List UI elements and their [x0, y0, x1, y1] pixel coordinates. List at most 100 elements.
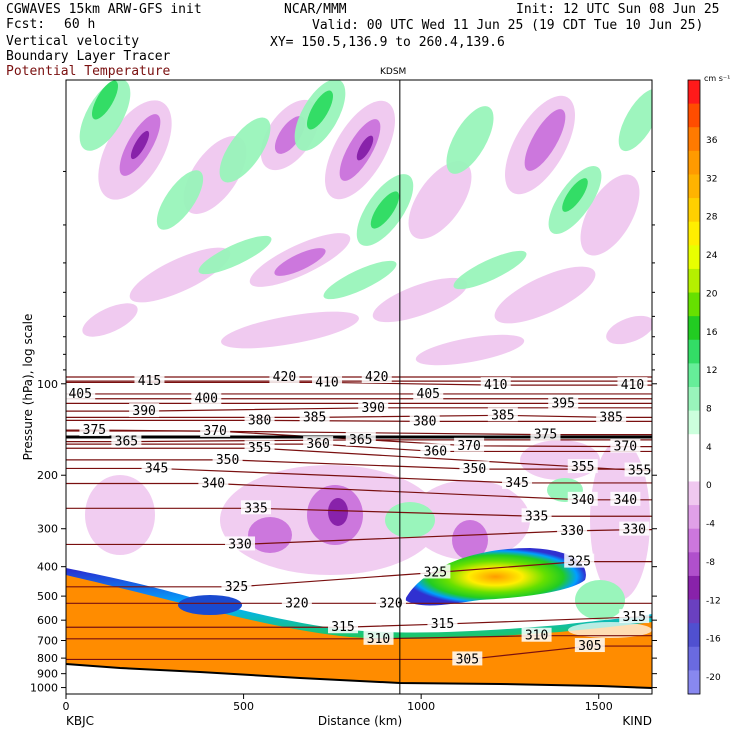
- theta-contour: [66, 459, 652, 470]
- colorbar-label: -8: [706, 558, 715, 568]
- theta-label: 365: [349, 433, 372, 448]
- theta-label-bg: [191, 390, 222, 405]
- y-tick-label: 500: [37, 590, 58, 603]
- y-tick-label: 800: [37, 652, 58, 665]
- colorbar-swatch: [688, 410, 700, 435]
- theta-label-bg: [596, 409, 627, 424]
- theta-label-bg: [567, 459, 598, 474]
- init-time: Init: 12 UTC Sun 08 Jun 25: [516, 2, 720, 17]
- theta-label: 365: [115, 435, 138, 450]
- theta-label-bg: [624, 462, 655, 477]
- theta-label-bg: [299, 409, 330, 424]
- theta-label: 385: [599, 410, 622, 425]
- colorbar-swatch: [688, 198, 700, 223]
- theta-label-bg: [200, 422, 231, 437]
- colorbar-swatch: [688, 575, 700, 601]
- colorbar-swatch: [688, 127, 700, 152]
- theta-label-bg: [454, 437, 485, 452]
- theta-label: 415: [138, 374, 161, 389]
- y-tick-label: 400: [37, 561, 58, 574]
- theta-label-bg: [328, 619, 359, 634]
- theta-label-bg: [244, 412, 275, 427]
- theta-label-bg: [617, 377, 648, 392]
- theta-label-bg: [480, 377, 511, 392]
- y-tick-label: 700: [37, 635, 58, 648]
- valid-time: Valid: 00 UTC Wed 11 Jun 25 (19 CDT Tue …: [312, 18, 704, 33]
- vertical-velocity-mid-field: [85, 440, 650, 620]
- theta-label-bg: [521, 508, 552, 523]
- theta-label: 310: [367, 632, 390, 647]
- theta-label-bg: [345, 431, 376, 446]
- theta-label: 360: [306, 437, 329, 452]
- colorbar-swatch: [688, 505, 700, 530]
- theta-label: 305: [456, 652, 479, 667]
- theta-label-bg: [452, 651, 483, 666]
- y-tick-label: 1000: [30, 682, 58, 695]
- theta-label-bg: [141, 460, 172, 475]
- end-station-label: KIND: [622, 714, 652, 728]
- theta-label: 375: [534, 428, 557, 443]
- theta-label: 395: [551, 396, 574, 411]
- theta-label-bg: [557, 522, 588, 537]
- theta-label-bg: [548, 395, 579, 410]
- colorbar-swatch: [688, 599, 700, 624]
- theta-label-bg: [530, 426, 561, 441]
- colorbar-label: -20: [706, 673, 721, 683]
- theta-label-bg: [574, 638, 605, 653]
- boundary-layer-tracer: [66, 548, 652, 694]
- colorbar-label: -16: [706, 635, 721, 645]
- theta-label-bg: [502, 474, 533, 489]
- theta-label-bg: [375, 595, 406, 610]
- theta-label: 330: [623, 523, 646, 538]
- theta-label-bg: [564, 553, 595, 568]
- theta-label: 315: [331, 620, 354, 635]
- theta-label: 405: [68, 387, 91, 402]
- theta-label-bg: [459, 461, 490, 476]
- colorbar-label: 16: [706, 328, 718, 338]
- theta-label-bg: [413, 385, 444, 400]
- colorbar-label: 0: [706, 481, 712, 491]
- theta-contour: [66, 635, 652, 640]
- start-station-label: KBJC: [66, 714, 94, 728]
- colorbar-label: 20: [706, 289, 718, 299]
- theta-label-group: 405 415 420 410 420 405 410 410 400 390 390 395 380 3…: [65, 369, 655, 667]
- theta-label-bg: [281, 595, 312, 610]
- theta-label: 320: [285, 596, 308, 611]
- theta-label-bg: [363, 630, 394, 645]
- theta-label-bg: [409, 413, 440, 428]
- colorbar-frame: [687, 79, 701, 695]
- colorbar: 36 32 28 24 20 16 12 8 4 0 -4 -8 -12 -16 -20: [687, 79, 721, 695]
- colorbar-swatch: [688, 434, 700, 459]
- theta-label: 385: [491, 408, 514, 423]
- theta-label: 370: [614, 440, 637, 455]
- theta-label-bg: [65, 385, 96, 400]
- colorbar-swatch: [688, 552, 700, 577]
- theta-label: 330: [560, 524, 583, 539]
- theta-label: 350: [216, 453, 239, 468]
- theta-label-bg: [427, 616, 458, 631]
- x-tick-label: 1500: [585, 700, 613, 713]
- colorbar-swatch: [688, 316, 700, 341]
- theta-label-bg: [619, 609, 650, 624]
- theta-label-bg: [129, 403, 160, 418]
- theta-label: 305: [578, 639, 601, 654]
- colorbar-swatch: [688, 670, 700, 695]
- theta-label-bg: [303, 436, 334, 451]
- theta-label: 345: [145, 461, 168, 476]
- theta-label: 325: [225, 580, 248, 595]
- theta-contour: [66, 507, 652, 517]
- theta-label: 325: [424, 565, 447, 580]
- theta-label-bg: [567, 491, 598, 506]
- colorbar-swatch: [688, 623, 700, 648]
- theta-label: 335: [525, 509, 548, 524]
- colorbar-swatch: [688, 363, 700, 388]
- theta-label-bg: [420, 443, 451, 458]
- colorbar-label: 28: [706, 213, 718, 223]
- colorbar-swatch: [688, 646, 700, 671]
- y-tick-label: 300: [37, 523, 58, 536]
- forecast-label: Fcst:: [6, 17, 46, 32]
- x-tick-label: 500: [233, 700, 254, 713]
- colorbar-swatch: [688, 174, 700, 199]
- colorbar-label: 4: [706, 443, 712, 453]
- theta-label-bg: [610, 491, 641, 506]
